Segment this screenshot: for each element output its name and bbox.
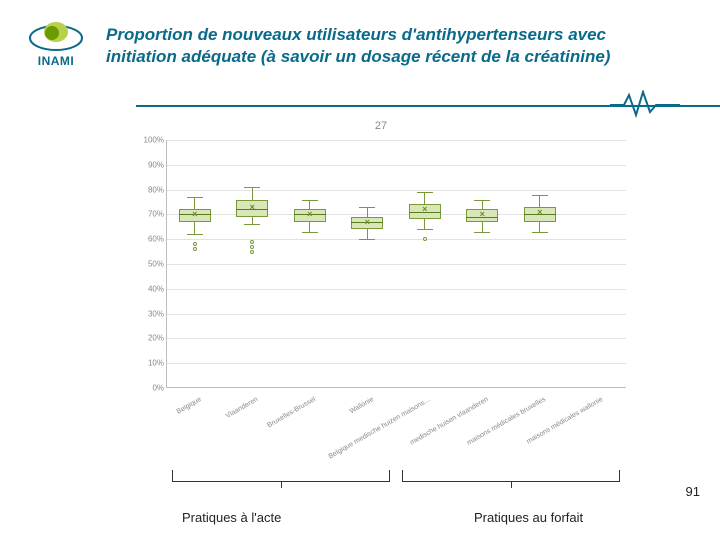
y-tick: 100% bbox=[132, 136, 164, 145]
heartbeat-icon bbox=[610, 90, 680, 120]
caption-pratiques-acte: Pratiques à l'acte bbox=[182, 510, 281, 525]
y-tick: 60% bbox=[132, 235, 164, 244]
y-tick: 20% bbox=[132, 334, 164, 343]
category-brackets bbox=[132, 470, 652, 494]
boxplot-chart: 27 0% 10% 20% 30% 40% 50% 60% 70% 80% 90% 100% Belg… bbox=[132, 120, 630, 430]
page-number: 91 bbox=[686, 484, 700, 499]
logo-icon bbox=[28, 18, 84, 52]
x-label: Wallonie bbox=[348, 396, 375, 415]
y-tick: 0% bbox=[132, 384, 164, 393]
y-tick: 40% bbox=[132, 284, 164, 293]
x-label: Vlaanderen bbox=[225, 396, 260, 420]
y-tick: 10% bbox=[132, 359, 164, 368]
x-label: Belgique bbox=[175, 396, 202, 416]
plot-area bbox=[166, 140, 626, 388]
page-title: Proportion de nouveaux utilisateurs d'an… bbox=[106, 18, 666, 68]
y-tick: 50% bbox=[132, 260, 164, 269]
inami-logo: INAMI bbox=[20, 18, 92, 68]
y-tick: 30% bbox=[132, 309, 164, 318]
y-tick: 90% bbox=[132, 160, 164, 169]
x-label: Belgique medische huizen maisons… bbox=[328, 396, 433, 460]
y-tick: 80% bbox=[132, 185, 164, 194]
x-label: Bruxelles-Brussel bbox=[267, 396, 318, 429]
caption-pratiques-forfait: Pratiques au forfait bbox=[474, 510, 583, 525]
chart-code: 27 bbox=[132, 120, 630, 132]
y-tick: 70% bbox=[132, 210, 164, 219]
logo-text: INAMI bbox=[20, 54, 92, 68]
